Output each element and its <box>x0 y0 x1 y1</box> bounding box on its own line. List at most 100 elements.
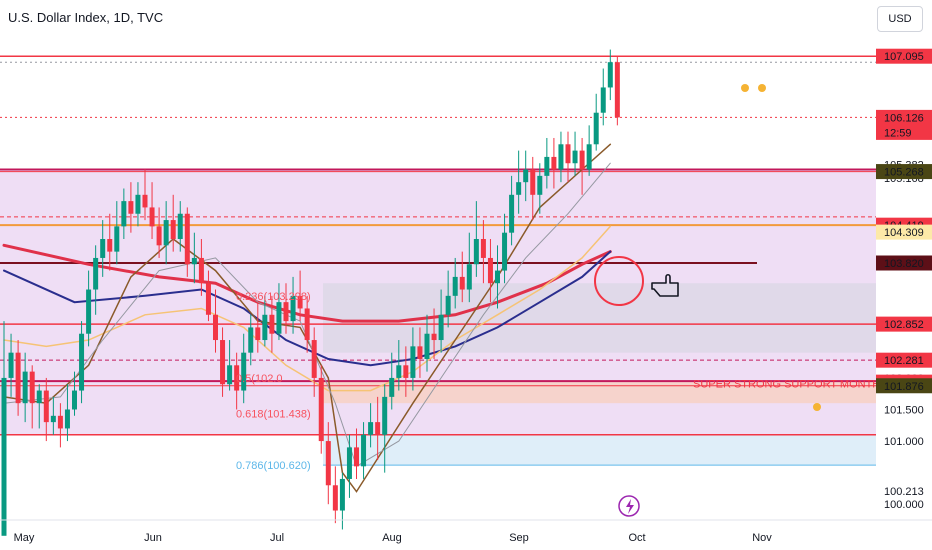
candle-body <box>523 169 529 183</box>
candle-body <box>283 302 289 322</box>
fib-lower-zone <box>323 434 876 466</box>
axis-bg <box>876 0 932 550</box>
candle-body <box>227 365 233 385</box>
candle-body <box>600 87 606 113</box>
currency-button[interactable]: USD <box>877 6 923 32</box>
price-tag-label: 107.095 <box>884 51 924 63</box>
candle-body <box>64 409 70 429</box>
candle-body <box>156 226 162 246</box>
candle-body <box>100 239 106 258</box>
candle-body <box>502 232 508 271</box>
candle-body <box>29 371 35 404</box>
candle-body <box>248 327 254 353</box>
drawings: 0.236(103.298) 0.5(102.0 0.618(101.438) 0.7… <box>236 84 894 517</box>
candle-body <box>614 62 620 118</box>
candle-body <box>255 327 261 341</box>
price-tag-label: 101.876 <box>884 381 924 393</box>
candle-body <box>396 365 402 378</box>
candle-body <box>558 144 564 170</box>
price-tag-bg <box>876 109 932 140</box>
candle-body <box>241 352 247 391</box>
price-tag-label: 103.820 <box>884 258 924 270</box>
candle-body <box>1 377 7 536</box>
candle-body <box>121 201 127 227</box>
candle-body <box>177 213 183 240</box>
lightning-bolt <box>626 499 634 514</box>
fib-label: 0.5(102.0 <box>236 373 282 385</box>
candle-body <box>276 302 282 334</box>
emoji-icon <box>741 84 749 92</box>
price-tag-bg <box>876 255 932 271</box>
price-tag-label: 106.126 <box>884 112 924 124</box>
candle-body <box>537 175 543 195</box>
candle-body <box>198 257 204 284</box>
candle-body <box>452 276 458 296</box>
candle-body <box>607 62 613 88</box>
candle-body <box>466 264 472 290</box>
price-tag-label: 102.281 <box>884 355 924 367</box>
time-tick-label: Sep <box>509 532 529 544</box>
candle-body <box>22 371 28 404</box>
price-scale-label: 101.500 <box>884 404 924 416</box>
candle-body <box>57 415 63 429</box>
lightning-icon <box>618 495 640 517</box>
candle-body <box>142 194 148 208</box>
price-tag-label: 102.852 <box>884 319 924 331</box>
candle-body <box>191 257 197 265</box>
price-tag-label: 104.309 <box>884 227 924 239</box>
candle-body <box>107 239 113 252</box>
fib-label: 0.618(101.438) <box>236 408 311 420</box>
candle-body <box>438 314 444 341</box>
candle-body <box>220 340 226 385</box>
moving-average <box>3 250 612 367</box>
highlight-circle <box>594 256 644 306</box>
price-tag-bg <box>876 224 932 240</box>
pointing-hand-icon <box>651 273 679 297</box>
candle-body <box>163 220 169 246</box>
candle-body <box>128 201 134 214</box>
time-tick-label: Nov <box>752 532 772 544</box>
candle-body <box>354 447 359 467</box>
moving-average <box>3 225 612 392</box>
price-tag-bg <box>876 48 932 64</box>
candles <box>1 49 620 536</box>
price-scale-label: 100.000 <box>884 499 924 511</box>
candle-body <box>311 340 317 378</box>
candle-body <box>262 314 268 341</box>
background-zones <box>0 169 876 466</box>
candle-body <box>318 377 324 442</box>
candle-body <box>149 207 155 227</box>
price-tag-bg <box>876 352 932 368</box>
support-annotation: SUPER STRONG SUPPORT MONTHLY <box>693 378 894 390</box>
time-tick-label: Oct <box>628 532 645 544</box>
time-tick-label: May <box>14 532 35 544</box>
candle-body <box>544 156 550 176</box>
candle-body <box>361 434 367 467</box>
candle-body <box>586 144 592 170</box>
candle-body <box>375 422 381 435</box>
candle-body <box>79 333 85 391</box>
candle-body <box>213 314 218 341</box>
candle-body <box>565 144 571 164</box>
price-tag-bg <box>876 316 932 332</box>
candle-body <box>332 485 338 511</box>
chart-title: U.S. Dollar Index, 1D, TVC <box>8 10 164 25</box>
candle-body <box>368 422 374 435</box>
candle-body <box>346 447 352 479</box>
candle-body <box>382 396 388 435</box>
candle-body <box>389 377 395 397</box>
price-scale-label: 101.000 <box>884 436 924 448</box>
candle-body <box>135 194 141 214</box>
candle-body <box>304 308 310 341</box>
candle-body <box>516 182 522 195</box>
candle-body <box>8 352 14 378</box>
price-tag-countdown: 12:59 <box>884 127 912 139</box>
candle-body <box>339 478 345 511</box>
candle-body <box>93 257 99 290</box>
emoji-icon <box>758 84 766 92</box>
time-tick-label: Jun <box>144 532 162 544</box>
candle-body <box>50 415 56 423</box>
candle-body <box>114 226 120 252</box>
candle-body <box>473 239 479 265</box>
